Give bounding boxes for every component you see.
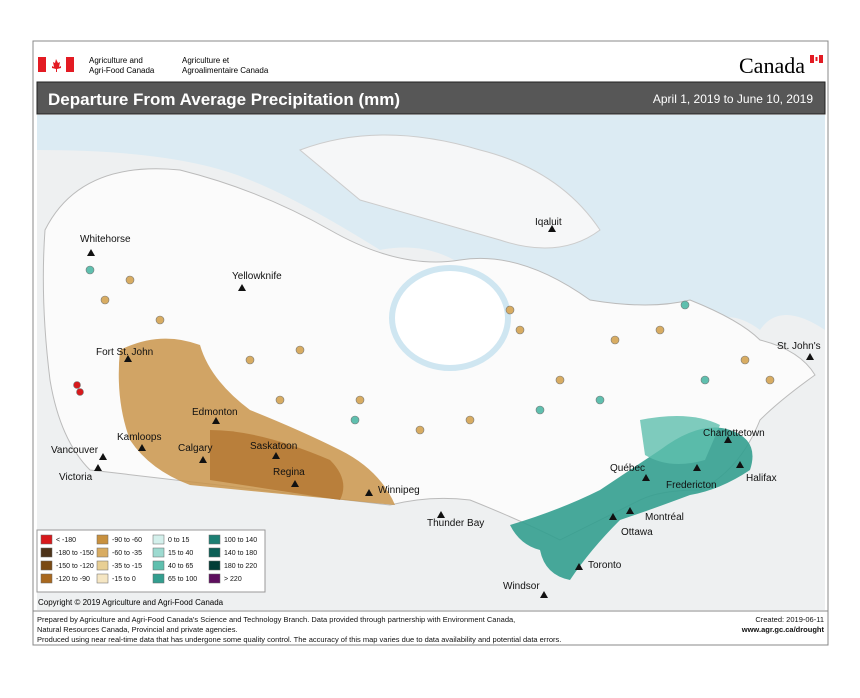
- created: Created: 2019-06-11: [755, 615, 824, 624]
- legend-label: -150 to -120: [56, 563, 94, 570]
- city-label: Vancouver: [51, 445, 99, 456]
- agency-fr: Agroalimentaire Canada: [182, 66, 269, 75]
- title-bar: [36, 81, 826, 115]
- city-label: Saskatoon: [250, 441, 297, 452]
- legend-swatch: [96, 547, 109, 558]
- city-label: Montréal: [645, 512, 684, 523]
- legend-swatch: [40, 560, 53, 571]
- legend-label: 65 to 100: [168, 576, 197, 583]
- legend-label: -180 to -150: [56, 550, 94, 557]
- city-label: Regina: [273, 467, 305, 478]
- legend-label: 180 to 220: [224, 563, 257, 570]
- legend-label: -120 to -90: [56, 576, 90, 583]
- city-label: Winnipeg: [378, 485, 420, 496]
- fip-flag: [38, 57, 74, 72]
- map-title: Departure From Average Precipitation (mm…: [48, 90, 400, 109]
- legend-label: > 220: [224, 576, 242, 583]
- footer-line: Produced using near real-time data that …: [37, 635, 561, 644]
- legend-label: -35 to -15: [112, 563, 142, 570]
- legend-swatch: [40, 573, 53, 584]
- legend-label: -15 to 0: [112, 576, 136, 583]
- map: [37, 115, 825, 610]
- legend-label: -90 to -60: [112, 537, 142, 544]
- legend-swatch: [152, 560, 165, 571]
- footer-line: Natural Resources Canada, Provincial and…: [37, 625, 238, 634]
- city-label: Yellowknife: [232, 271, 282, 282]
- agency-en: Agri-Food Canada: [89, 66, 155, 75]
- legend-label: 140 to 180: [224, 550, 257, 557]
- url: www.agr.gc.ca/drought: [741, 625, 825, 634]
- legend: < -180 -180 to -150 -150 to -120 -120 to -9…: [40, 534, 257, 584]
- city-labels: Whitehorse Yellowknife Iqaluit Fort St. …: [51, 217, 821, 592]
- copyright: Copyright © 2019 Agriculture and Agri-Fo…: [38, 598, 224, 607]
- legend-label: < -180: [56, 537, 76, 544]
- city-label: Victoria: [59, 472, 93, 483]
- city-label: Calgary: [178, 443, 212, 454]
- legend-label: 100 to 140: [224, 537, 257, 544]
- city-label: Halifax: [746, 473, 777, 484]
- legend-swatch: [96, 560, 109, 571]
- city-label: Fredericton: [666, 480, 717, 491]
- city-label: Iqaluit: [535, 217, 562, 228]
- legend-swatch: [96, 534, 109, 545]
- city-label: Fort St. John: [96, 347, 153, 358]
- legend-swatch: [208, 573, 221, 584]
- city-label: Edmonton: [192, 407, 238, 418]
- legend-swatch: [208, 560, 221, 571]
- city-label: Toronto: [588, 560, 622, 571]
- legend-box: [36, 529, 266, 593]
- legend-swatch: [152, 573, 165, 584]
- wordmark-flag: [810, 55, 823, 63]
- legend-label: 15 to 40: [168, 550, 193, 557]
- legend-swatch: [208, 534, 221, 545]
- city-label: Whitehorse: [80, 234, 131, 245]
- city-label: St. John's: [777, 341, 821, 352]
- legend-swatch: [152, 534, 165, 545]
- legend-swatch: [40, 547, 53, 558]
- period: April 1, 2019 to June 10, 2019: [653, 92, 813, 106]
- footer-line: Prepared by Agriculture and Agri-Food Ca…: [37, 615, 515, 624]
- legend-label: 0 to 15: [168, 537, 190, 544]
- agency-fr: Agriculture et: [182, 56, 230, 65]
- wordmark: Canada: [739, 53, 805, 78]
- city-label: Ottawa: [621, 527, 653, 538]
- legend-label: -60 to -35: [112, 550, 142, 557]
- city-label: Québec: [610, 463, 645, 474]
- legend-swatch: [40, 534, 53, 545]
- city-label: Windsor: [503, 581, 540, 592]
- legend-swatch: [152, 547, 165, 558]
- legend-swatch: [208, 547, 221, 558]
- city-label: Charlottetown: [703, 428, 765, 439]
- agency-en: Agriculture and: [89, 56, 143, 65]
- city-label: Thunder Bay: [427, 518, 484, 529]
- legend-swatch: [96, 573, 109, 584]
- city-label: Kamloops: [117, 432, 161, 443]
- legend-label: 40 to 65: [168, 563, 193, 570]
